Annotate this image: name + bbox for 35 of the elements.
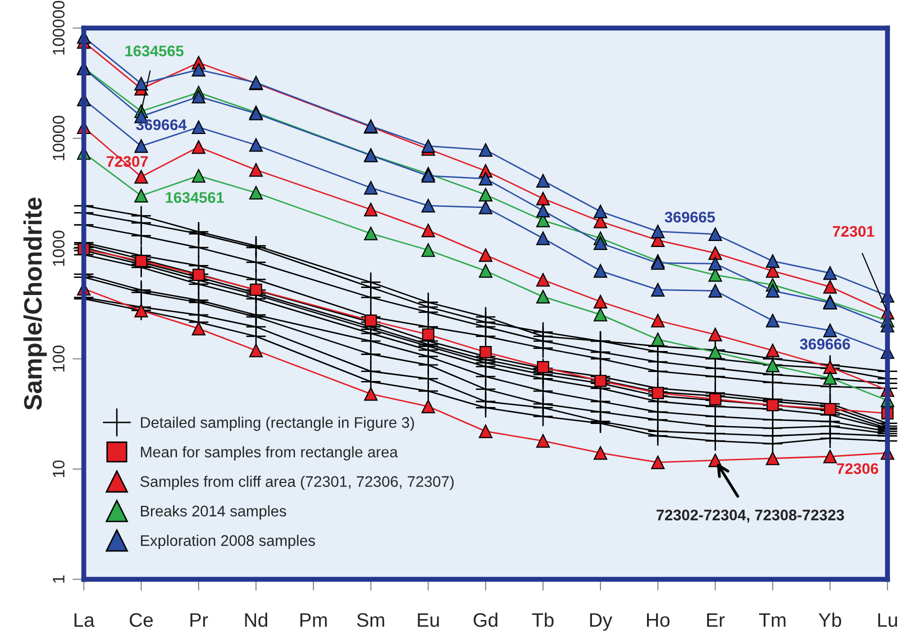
y-tick-label: 100 [52,346,65,372]
annotation: 1634565 [125,46,184,56]
annotation: 369664 [136,119,187,130]
x-tick-label: Ho [647,613,670,627]
x-tick-label: Eu [418,613,439,627]
y-axis-title: Sample/Chondrite [23,198,47,410]
legend-label: Exploration 2008 samples [141,534,316,550]
legend-label: Breaks 2014 samples [141,505,286,520]
legend-label: Mean for samples from rectangle area [141,446,398,460]
x-tick-label: Pr [190,613,208,627]
annotation: 369665 [664,212,715,223]
annotation: 72301 [832,226,874,237]
x-tick-label: Nd [245,612,268,627]
x-tick-label: Tb [532,612,554,627]
y-tick-label: 100000 [52,0,65,55]
x-tick-label: Lu [878,613,898,627]
x-tick-label: Er [707,613,725,627]
annotation: 72306 [836,463,878,474]
annotation: 369666 [800,338,850,350]
legend-label: Detailed sampling (rectangle in Figure 3) [141,416,414,431]
legend-label: Samples from cliff area (72301, 72306, 72307) [140,476,454,490]
y-tick-label: 10000 [52,116,65,160]
x-tick-label: Gd [474,612,498,627]
x-tick-label: Yb [818,612,842,627]
y-tick-label: 1 [52,575,64,583]
x-tick-label: Sm [357,613,384,627]
annotation: 72302-72304, 72308-72323 [656,510,844,523]
x-tick-label: Pm [300,613,327,627]
x-tick-label: La [74,613,95,627]
annotation: 1634561 [166,192,224,203]
x-tick-label: Tm [759,613,786,627]
x-tick-label: Ce [130,613,153,627]
y-tick-label: 1000 [52,230,65,266]
y-tick-label: 10 [52,460,65,478]
x-tick-label: Dy [590,613,612,631]
